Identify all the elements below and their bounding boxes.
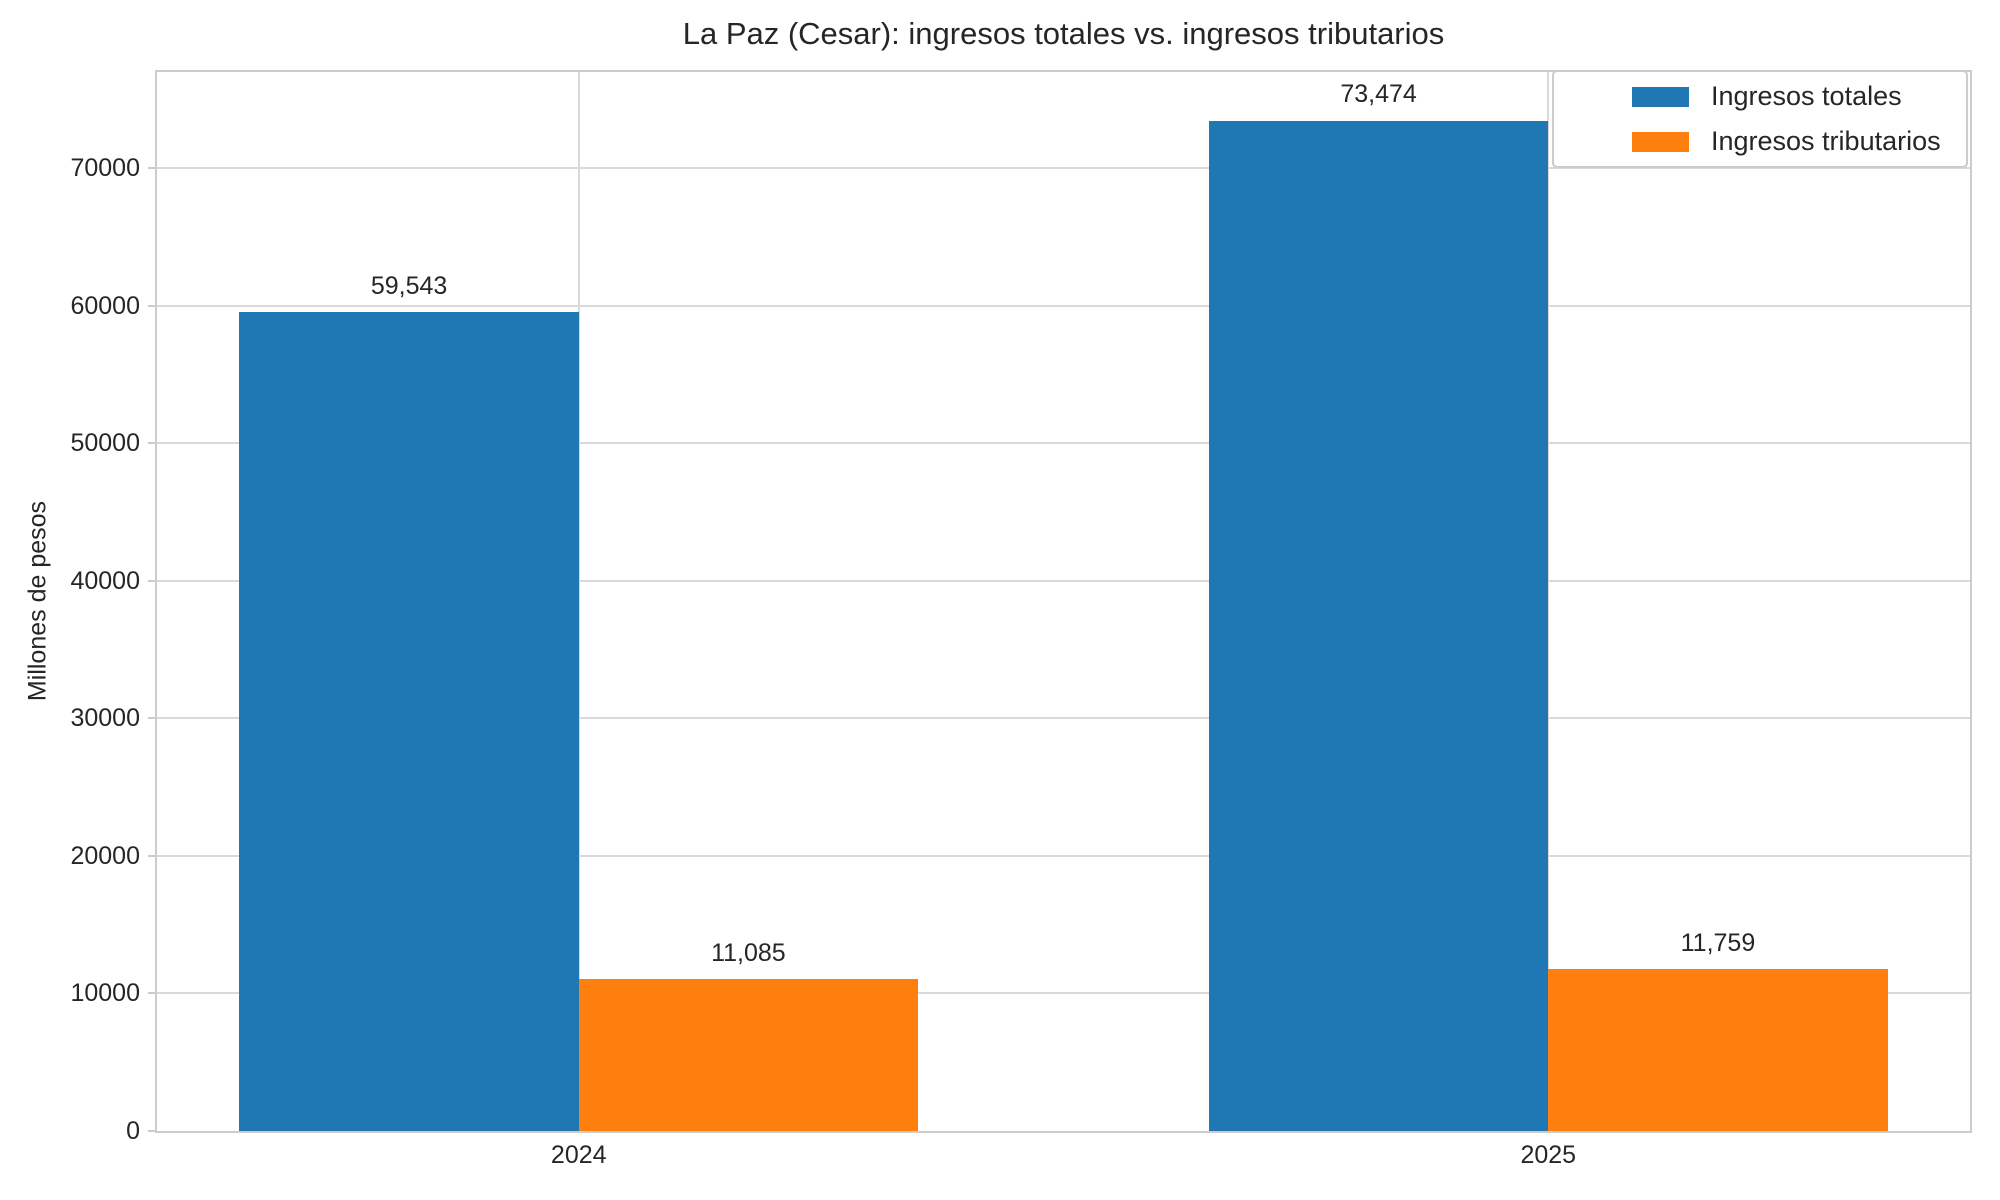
legend-swatch-icon (1632, 131, 1689, 152)
y-tick-label: 60000 (70, 291, 140, 320)
bar-value-label: 59,543 (370, 272, 448, 301)
y-tick-mark (148, 304, 155, 307)
y-tick-mark (148, 992, 155, 995)
gridline-horizontal (157, 167, 1970, 170)
bar-value-label: 11,759 (1680, 929, 1756, 958)
legend: Ingresos totales Ingresos tributarios (1552, 70, 1968, 168)
gridline-horizontal (157, 854, 1970, 857)
bar-2025-totales (1208, 120, 1549, 1131)
y-tick-label: 30000 (70, 704, 140, 733)
gridline-horizontal (157, 442, 1970, 445)
legend-item: Ingresos totales (1632, 81, 1966, 112)
gridline-horizontal (157, 992, 1970, 995)
x-tick-label: 2025 (1520, 1141, 1577, 1169)
y-tick-label: 20000 (70, 841, 140, 870)
plot-area: 59,543 11,085 73,474 11,759 (155, 70, 1972, 1133)
gridline-horizontal (157, 717, 1970, 720)
bar-2025-tributarios (1548, 969, 1888, 1131)
y-tick-mark (148, 167, 155, 170)
legend-label: Ingresos tributarios (1711, 126, 1941, 156)
y-tick-label: 10000 (70, 979, 140, 1008)
x-tick-label: 2024 (550, 1141, 607, 1169)
gridline-horizontal (157, 579, 1970, 582)
y-tick-mark (148, 854, 155, 857)
gridline-vertical (577, 72, 580, 1131)
y-tick-mark (148, 717, 155, 720)
legend-label: Ingresos totales (1711, 81, 1902, 111)
y-tick-mark (148, 442, 155, 445)
bar-value-label: 11,085 (711, 938, 786, 967)
bar-2024-tributarios (578, 978, 919, 1131)
legend-item: Ingresos tributarios (1632, 126, 1966, 157)
bar-2024-totales (239, 312, 579, 1131)
y-tick-label: 0 (126, 1117, 140, 1145)
gridline-horizontal (157, 304, 1970, 307)
y-tick-label: 40000 (70, 566, 140, 595)
y-tick-label: 50000 (70, 429, 140, 458)
bar-value-label: 73,474 (1340, 80, 1417, 109)
legend-swatch-icon (1632, 86, 1689, 107)
y-tick-label: 70000 (70, 154, 140, 183)
gridline-vertical (1547, 72, 1550, 1131)
chart-title: La Paz (Cesar): ingresos totales vs. ing… (682, 16, 1445, 51)
y-axis-label: Millones de pesos (23, 500, 52, 702)
y-tick-mark (148, 579, 155, 582)
y-tick-mark (148, 1130, 155, 1132)
